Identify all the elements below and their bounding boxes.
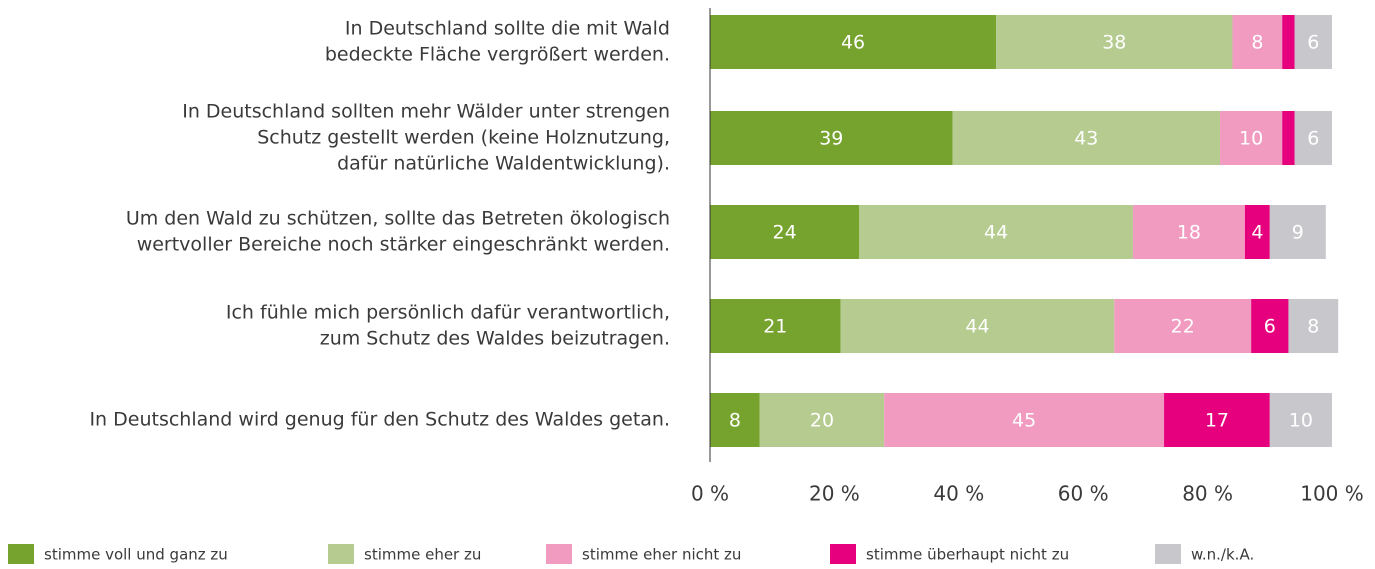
bar-segment <box>884 393 1165 447</box>
value-label: 9 <box>1292 222 1304 244</box>
bar-segment <box>1294 15 1332 69</box>
bar-segment <box>759 393 885 447</box>
bar-segment <box>1114 299 1252 353</box>
x-tick-label: 20 % <box>809 482 860 506</box>
legend-label: stimme eher nicht zu <box>582 546 741 564</box>
value-label: 10 <box>1289 410 1313 432</box>
bar-segment <box>996 15 1233 69</box>
bar-segment <box>1269 393 1332 447</box>
x-tick-label: 40 % <box>933 482 984 506</box>
value-label: 39 <box>819 128 843 150</box>
category-label: In Deutschland sollte die mit Wald <box>345 18 670 40</box>
bar-segment <box>710 393 760 447</box>
bar-segment <box>1244 205 1270 259</box>
value-label: 8 <box>729 410 741 432</box>
bar-segment <box>1294 111 1332 165</box>
value-label: 21 <box>763 316 787 338</box>
value-label: 4 <box>1251 222 1263 244</box>
category-label: In Deutschland wird genug für den Schutz… <box>89 409 670 431</box>
x-tick-label: 0 % <box>691 482 729 506</box>
bar-segment <box>710 15 997 69</box>
bar-segment <box>1220 111 1283 165</box>
bar-segment <box>1232 15 1283 69</box>
bar-segment <box>1164 393 1270 447</box>
value-label: 18 <box>1177 222 1201 244</box>
value-label: 24 <box>773 222 797 244</box>
value-label: 38 <box>1102 32 1126 54</box>
category-label: Um den Wald zu schützen, sollte das Betr… <box>126 208 670 230</box>
legend-label: stimme voll und ganz zu <box>44 546 228 564</box>
bar-segment <box>1288 299 1339 353</box>
x-tick-label: 60 % <box>1058 482 1109 506</box>
legend-swatch <box>830 544 856 564</box>
value-label: 6 <box>1307 32 1319 54</box>
bar-segment <box>1251 299 1289 353</box>
legend-swatch <box>8 544 34 564</box>
x-tick-label: 100 % <box>1300 482 1364 506</box>
value-label: 17 <box>1205 410 1229 432</box>
value-label: 43 <box>1074 128 1098 150</box>
value-label: 8 <box>1251 32 1263 54</box>
bar-segment <box>1132 205 1245 259</box>
bar-segment <box>1282 111 1295 165</box>
bar-segment <box>710 299 841 353</box>
value-label: 20 <box>810 410 834 432</box>
legend-label: stimme eher zu <box>364 546 481 564</box>
category-label: bedeckte Fläche vergrößert werden. <box>325 44 670 66</box>
value-label: 44 <box>984 222 1008 244</box>
bar-segment <box>1269 205 1326 259</box>
legend-swatch <box>546 544 572 564</box>
category-label: dafür natürliche Waldentwicklung). <box>337 153 670 175</box>
bar-segment <box>1282 15 1295 69</box>
bar-segment <box>710 111 953 165</box>
legend-label: stimme überhaupt nicht zu <box>866 546 1069 564</box>
category-label: zum Schutz des Waldes beizutragen. <box>320 328 670 350</box>
x-tick-label: 80 % <box>1182 482 1233 506</box>
legend-label: w.n./k.A. <box>1191 546 1254 564</box>
value-label: 6 <box>1307 128 1319 150</box>
value-label: 46 <box>841 32 865 54</box>
value-label: 8 <box>1307 316 1319 338</box>
value-label: 44 <box>965 316 989 338</box>
bar-segment <box>952 111 1221 165</box>
value-label: 6 <box>1264 316 1276 338</box>
value-label: 22 <box>1171 316 1195 338</box>
value-label: 45 <box>1012 410 1036 432</box>
bar-segment <box>840 299 1115 353</box>
category-label: wertvoller Bereiche noch stärker eingesc… <box>137 234 670 256</box>
bar-segment <box>710 205 860 259</box>
legend-swatch <box>1155 544 1181 564</box>
category-label: Ich fühle mich persönlich dafür verantwo… <box>226 302 670 324</box>
category-label: In Deutschland sollten mehr Wälder unter… <box>182 101 670 123</box>
legend-swatch <box>328 544 354 564</box>
category-label: Schutz gestellt werden (keine Holznutzun… <box>257 127 670 149</box>
value-label: 10 <box>1239 128 1263 150</box>
bar-segment <box>859 205 1133 259</box>
